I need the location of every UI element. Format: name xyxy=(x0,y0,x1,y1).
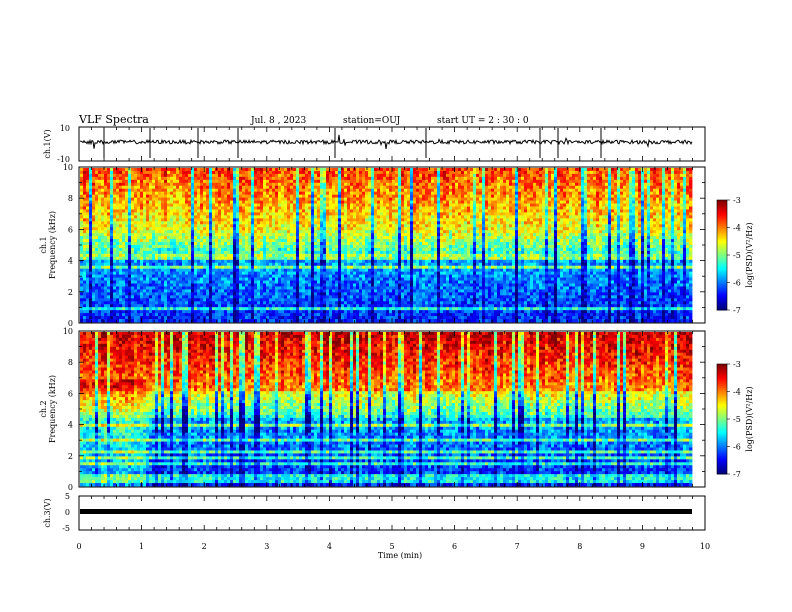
time-tick-label: 5 xyxy=(389,542,394,551)
ch2-spec-ylabel-channel: ch.2 xyxy=(39,400,48,417)
colorbar-tick-label: -5 xyxy=(733,415,741,424)
ch1-spec-ylabel-channel: ch.1 xyxy=(39,236,48,253)
time-tick-label: 2 xyxy=(202,542,207,551)
spec2-ytick-label: 6 xyxy=(68,389,73,398)
spec2-ytick-label: 4 xyxy=(68,421,73,430)
ch2-spectrogram xyxy=(80,332,693,487)
time-tick-label: 6 xyxy=(452,542,457,551)
x-axis-label: Time (min) xyxy=(378,551,422,560)
ch1-spectrogram xyxy=(80,168,693,323)
ch1-spec-ylabel: Frequency (kHz) xyxy=(48,211,57,279)
time-axis-ticks: 0 1 2 3 4 5 6 7 8 9 10 xyxy=(76,127,710,551)
colorbar-tick-label: -6 xyxy=(733,279,741,288)
colorbar-tick-label: -5 xyxy=(733,251,741,260)
station-label: station=OUJ xyxy=(343,116,401,126)
time-tick-label: 4 xyxy=(327,542,332,551)
spec1-ytick-label: 0 xyxy=(68,319,73,328)
ch1-waveform-trace xyxy=(79,128,693,158)
time-tick-label: 9 xyxy=(640,542,645,551)
date-label: Jul. 8 , 2023 xyxy=(250,116,306,126)
ch2-spec-ylabel: Frequency (kHz) xyxy=(48,375,57,443)
time-tick-label: 7 xyxy=(515,542,520,551)
spec1-ytick-label: 6 xyxy=(68,225,73,234)
spec1-ytick-label: 10 xyxy=(63,163,73,172)
figure-title: VLF Spectra xyxy=(78,113,149,126)
start-time-label: start UT = 2 : 30 : 0 xyxy=(437,116,529,126)
spec2-ytick-label: 8 xyxy=(68,358,73,367)
ch3-wave-ytick-mid: 0 xyxy=(65,508,70,517)
spec2-ytick-label: 10 xyxy=(63,327,73,336)
spec1-ytick-label: 4 xyxy=(68,257,73,266)
ch3-waveform-trace xyxy=(80,509,692,514)
colorbars: -3 -4 -5 -6 -7 log(PSD)(V²/Hz) -3 -4 -5 -6 -7 log(P… xyxy=(716,196,754,479)
ch1-wave-ytick-top: 10 xyxy=(60,124,70,133)
time-tick-label: 10 xyxy=(700,542,710,551)
time-tick-label: 0 xyxy=(76,542,81,551)
ch3-wave-ytick-top: 5 xyxy=(65,492,70,501)
time-tick-label: 1 xyxy=(139,542,144,551)
spec2-ytick-label: 0 xyxy=(68,483,73,492)
colorbar-tick-label: -4 xyxy=(733,388,741,397)
time-tick-label: 3 xyxy=(264,542,269,551)
colorbar-tick-label: -7 xyxy=(733,306,741,315)
spec2-ytick-label: 2 xyxy=(68,452,73,461)
time-tick-label: 8 xyxy=(577,542,582,551)
spec1-ytick-label: 2 xyxy=(68,288,73,297)
colorbar-label: log(PSD)(V²/Hz) xyxy=(745,386,754,451)
colorbar-tick-label: -3 xyxy=(733,360,741,369)
colorbar-label: log(PSD)(V²/Hz) xyxy=(745,222,754,287)
ch3-waveform-ylabel: ch.3(V) xyxy=(43,498,52,527)
colorbar-tick-label: -4 xyxy=(733,224,741,233)
ch3-wave-ytick-bottom: -5 xyxy=(62,524,70,533)
ch1-waveform-ylabel: ch.1(V) xyxy=(43,129,52,158)
colorbar-tick-label: -6 xyxy=(733,443,741,452)
spec1-ytick-label: 8 xyxy=(68,194,73,203)
ch1-wave-ytick-bottom: -10 xyxy=(57,155,70,164)
colorbar-tick-label: -3 xyxy=(733,196,741,205)
colorbar-tick-label: -7 xyxy=(733,470,741,479)
